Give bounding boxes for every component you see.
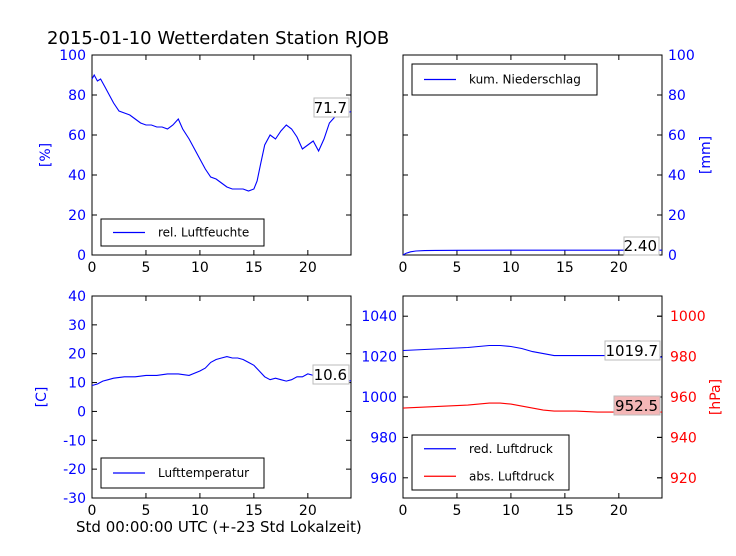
end-value-box xyxy=(312,364,350,385)
end-value-label: 952.5 xyxy=(615,397,658,415)
x-tick-label: 15 xyxy=(556,260,574,276)
x-tick-label: 5 xyxy=(452,503,461,519)
x-tick-label: 5 xyxy=(452,260,461,276)
x-tick-label: 10 xyxy=(191,503,209,519)
end-value-box xyxy=(613,395,661,416)
x-tick-label: 10 xyxy=(191,260,209,276)
y-tick-label: 0 xyxy=(77,404,86,420)
panel-humidity: 0 5 10 15 20 0 20 40 60 80 100 [%] 71.7 rel. Luftfeuc… xyxy=(38,48,352,276)
x-tick-label: 0 xyxy=(88,260,97,276)
plot-frame xyxy=(91,295,352,499)
y-tick-label: 40 xyxy=(68,289,86,305)
plot-frame xyxy=(402,54,663,256)
x-tick-label: 20 xyxy=(299,260,317,276)
y-tick-label: 0 xyxy=(77,248,86,264)
legend-label: kum. Niederschlag xyxy=(469,73,581,87)
x-tick-label: 5 xyxy=(141,503,150,519)
x-tick-label: 20 xyxy=(299,503,317,519)
y-tick-label: 100 xyxy=(668,48,695,64)
y-tick-label: 0 xyxy=(668,248,677,264)
y-tick-label: 30 xyxy=(68,318,86,334)
series-line-1 xyxy=(91,356,351,387)
legend-label: rel. Luftfeuchte xyxy=(158,226,249,240)
x-tick-label: 0 xyxy=(399,260,408,276)
legend-label: Lufttemperatur xyxy=(158,466,249,480)
y2-tick-label: 1000 xyxy=(670,309,706,325)
y-tick-label: 80 xyxy=(68,88,86,104)
legend-label: red. Luftdruck xyxy=(469,442,553,456)
y-axis-label: [C] xyxy=(34,387,50,408)
x-tick-label: 20 xyxy=(610,260,628,276)
y-tick-label: 960 xyxy=(370,471,397,487)
plot-frame xyxy=(91,54,352,256)
y-tick-label: 20 xyxy=(68,347,86,363)
series-line-2 xyxy=(402,402,662,413)
y-tick-label: 20 xyxy=(68,208,86,224)
panel-pressure: 0 5 10 15 20 960 980 1000 1020 1040 920 940 960 980 10… xyxy=(361,295,724,519)
y-tick-label: 40 xyxy=(668,168,686,184)
y2-tick-label: 960 xyxy=(670,390,697,406)
end-value-label: 71.7 xyxy=(314,99,347,117)
y-tick-label: -10 xyxy=(63,433,86,449)
y2-tick-label: 940 xyxy=(670,430,697,446)
y2-tick-label: 920 xyxy=(670,471,697,487)
y-axis-label: [mm] xyxy=(698,136,714,174)
bottom-x-axis-label: Std 00:00:00 UTC (+-23 Std Lokalzeit) xyxy=(76,518,362,536)
x-tick-label: 15 xyxy=(245,503,263,519)
x-tick-label: 0 xyxy=(88,503,97,519)
x-tick-label: 10 xyxy=(502,503,520,519)
legend-label: abs. Luftdruck xyxy=(469,469,554,483)
y-tick-label: 20 xyxy=(668,208,686,224)
y-tick-label: 1040 xyxy=(361,309,397,325)
y-tick-label: 10 xyxy=(68,376,86,392)
x-tick-label: 10 xyxy=(502,260,520,276)
y-tick-label: 60 xyxy=(668,128,686,144)
x-tick-label: 15 xyxy=(245,260,263,276)
x-tick-label: 15 xyxy=(556,503,574,519)
x-tick-label: 5 xyxy=(141,260,150,276)
series-line-1 xyxy=(91,73,352,192)
y-tick-label: 1000 xyxy=(361,390,397,406)
x-tick-label: 0 xyxy=(399,503,408,519)
end-value-label: 1019.7 xyxy=(606,342,659,360)
y-tick-label: 40 xyxy=(68,168,86,184)
end-value-label: 2.40 xyxy=(624,237,657,255)
y-axis-label: [%] xyxy=(38,143,54,167)
end-value-label: 10.6 xyxy=(314,366,347,384)
y-tick-label: 1020 xyxy=(361,350,397,366)
y-tick-label: -20 xyxy=(63,462,86,478)
legend-box xyxy=(411,434,570,491)
y-tick-label: -30 xyxy=(63,491,86,507)
series-line-1 xyxy=(402,249,662,256)
y-tick-label: 60 xyxy=(68,128,86,144)
end-value-box xyxy=(604,340,661,361)
end-value-box xyxy=(623,236,660,256)
y-axis-label: [hPa] xyxy=(708,379,724,415)
y-tick-label: 980 xyxy=(370,430,397,446)
y2-tick-label: 980 xyxy=(670,350,697,366)
figure-title: 2015-01-10 Wetterdaten Station RJOB xyxy=(47,28,389,49)
y-tick-label: 80 xyxy=(668,88,686,104)
x-tick-label: 20 xyxy=(610,503,628,519)
panel-temperature: 0 5 10 15 20 -30 -20 -10 0 10 20 30 40 [C] 10.6 Lufttem… xyxy=(34,289,352,519)
y-tick-label: 100 xyxy=(59,48,86,64)
end-value-box xyxy=(313,97,350,118)
panel-precipitation: 0 5 10 15 20 0 20 40 60 80 100 [mm] 2.40 kum. Nieders… xyxy=(399,48,714,276)
